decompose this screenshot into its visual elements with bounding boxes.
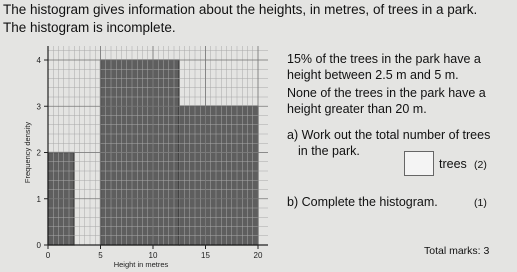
answer-box[interactable] bbox=[404, 151, 434, 176]
info-line: height greater than 20 m. bbox=[287, 102, 427, 116]
question-line: a) Work out the total number of trees bbox=[287, 128, 491, 142]
question-line: b) Complete the histogram. bbox=[287, 195, 438, 209]
y-axis-label: Frequency density bbox=[23, 122, 32, 184]
info-line: 15% of the trees in the park have a bbox=[287, 52, 481, 66]
y-tick-label: 0 bbox=[37, 241, 42, 250]
info-line: None of the trees in the park have a bbox=[287, 86, 486, 100]
intro-line: The histogram is incomplete. bbox=[3, 20, 176, 35]
marks: (1) bbox=[474, 197, 487, 209]
x-tick-label: 0 bbox=[46, 251, 51, 260]
x-tick-label: 10 bbox=[149, 251, 158, 260]
y-tick-label: 1 bbox=[37, 195, 42, 204]
x-tick-label: 5 bbox=[98, 251, 103, 260]
y-tick-label: 3 bbox=[37, 102, 42, 111]
y-tick-label: 2 bbox=[37, 149, 42, 158]
x-tick-label: 20 bbox=[254, 251, 263, 260]
x-axis-label: Height in metres bbox=[114, 260, 169, 269]
question-line: in the park. bbox=[298, 144, 360, 158]
intro-line: The histogram gives information about th… bbox=[3, 2, 478, 17]
info-line: height between 2.5 m and 5 m. bbox=[287, 68, 459, 82]
total-marks: Total marks: 3 bbox=[424, 245, 490, 257]
histogram: 0 1 2 3 4 0 5 10 15 20 Height in metres Frequency d… bbox=[23, 46, 268, 269]
y-tick-label: 4 bbox=[37, 56, 42, 65]
bar bbox=[178, 105, 259, 246]
marks: (2) bbox=[474, 159, 487, 171]
x-tick-label: 15 bbox=[201, 251, 210, 260]
answer-unit: trees bbox=[439, 157, 467, 171]
